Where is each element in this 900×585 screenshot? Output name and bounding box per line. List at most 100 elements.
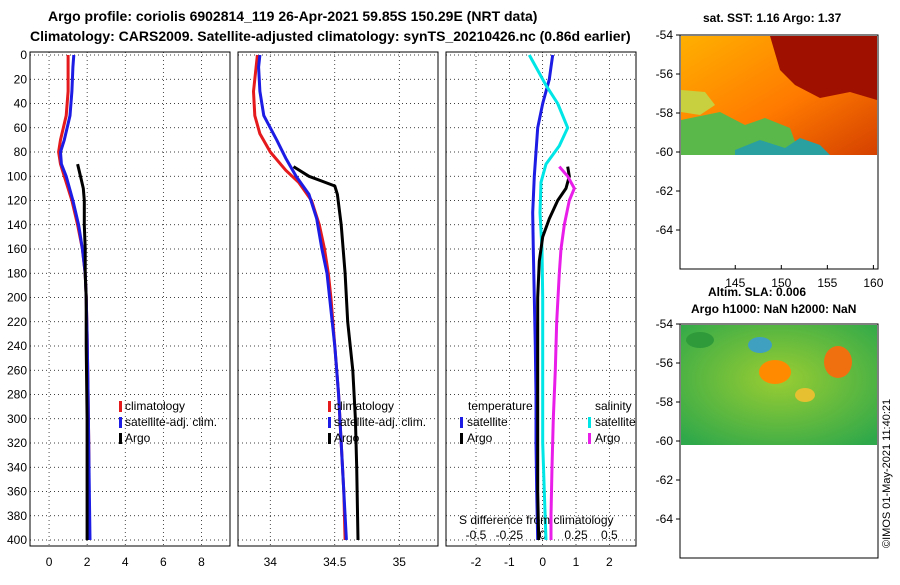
- legend-swatch-temp-satellite: [460, 417, 463, 428]
- imos-credit: ©IMOS 01-May-2021 11:40:21: [881, 399, 893, 548]
- depth-tick-label: 140: [7, 218, 27, 232]
- sst-map: sat. SST: 1.16 Argo: 1.37 -54 -56 -58 -60 -6…: [656, 11, 884, 290]
- s-diff-tick-label: 0.5: [601, 528, 618, 542]
- depth-tick-label: 120: [7, 194, 27, 208]
- lat-tick-label: -58: [656, 106, 674, 120]
- legend-heading-salinity: salinity: [595, 399, 632, 413]
- difference-legend: temperature satellite Argo salinity sate…: [460, 399, 636, 445]
- sla-low-2: [686, 332, 714, 348]
- s-diff-tick-label: -0.25: [496, 528, 524, 542]
- x-tick-label: 2: [84, 555, 91, 569]
- title-line-1: Argo profile: coriolis 6902814_119 26-Ap…: [48, 8, 537, 24]
- legend-label-temp-argo: Argo: [467, 431, 493, 445]
- legend-label-climatology: climatology: [125, 399, 185, 413]
- depth-tick-label: 180: [7, 266, 27, 280]
- sla-map-title-1: Altim. SLA: 0.006: [708, 285, 806, 299]
- depth-tick-label: 380: [7, 509, 27, 523]
- sla-low-1: [748, 337, 772, 353]
- temperature-panel: [29, 51, 231, 547]
- depth-tick-label: 360: [7, 485, 27, 499]
- sla-lat-axis: -54 -56 -58 -60 -62 -64: [656, 317, 680, 526]
- legend-swatch-argo: [119, 433, 122, 444]
- legend-label-climatology: climatology: [334, 399, 394, 413]
- legend-label-satellite-adj: satellite-adj. clim.: [334, 415, 426, 429]
- series-line-satellite-adj-clim-: [257, 54, 348, 541]
- title-line-2: Climatology: CARS2009. Satellite-adjuste…: [30, 28, 631, 44]
- s-diff-tick-label: 0.25: [564, 528, 588, 542]
- difference-panel: [445, 51, 637, 547]
- salinity-legend: climatology satellite-adj. clim. Argo: [328, 399, 426, 445]
- lat-tick-label: -58: [656, 395, 674, 409]
- lon-tick-label: 145: [725, 276, 745, 290]
- x-tick-label: 34: [264, 555, 278, 569]
- series-line-argo: [292, 165, 360, 541]
- sst-lon-axis: 145 150 155 160: [725, 265, 884, 290]
- s-diff-tick-label: 0: [539, 528, 546, 542]
- depth-tick-label: 160: [7, 242, 27, 256]
- depth-tick-label: 240: [7, 339, 27, 353]
- x-tick-label: -2: [471, 555, 482, 569]
- lat-tick-label: -56: [656, 356, 674, 370]
- sla-high-3: [795, 388, 815, 402]
- lat-tick-label: -62: [656, 184, 674, 198]
- x-tick-label: 8: [198, 555, 205, 569]
- x-tick-label: 34.5: [323, 555, 347, 569]
- lat-tick-label: -64: [656, 512, 674, 526]
- depth-tick-label: 200: [7, 291, 27, 305]
- legend-label-temp-satellite: satellite: [467, 415, 508, 429]
- depth-tick-label: 20: [14, 72, 28, 86]
- legend-swatch-sal-argo: [588, 433, 591, 444]
- x-tick-label: 2: [606, 555, 613, 569]
- legend-swatch-temp-argo: [460, 433, 463, 444]
- lat-tick-label: -54: [656, 28, 674, 42]
- lat-tick-label: -54: [656, 317, 674, 331]
- temperature-legend: climatology satellite-adj. clim. Argo: [119, 399, 217, 445]
- sla-map: Altim. SLA: 0.006 Argo h1000: NaN h2000:…: [656, 285, 879, 559]
- depth-tick-label: 80: [14, 145, 28, 159]
- lat-tick-label: -56: [656, 67, 674, 81]
- profile-plots: 0 2 4 6 8 34 34.5 35 -2 -1 0 1 2 -0.5 -0.25 0 0.25 0.5: [46, 52, 618, 569]
- lat-tick-label: -60: [656, 434, 674, 448]
- legend-swatch-satellite-adj: [119, 417, 122, 428]
- lon-tick-label: 155: [817, 276, 837, 290]
- x-tick-label: 1: [573, 555, 580, 569]
- depth-tick-label: 60: [14, 121, 28, 135]
- depth-tick-label: 340: [7, 460, 27, 474]
- legend-swatch-satellite-adj: [328, 417, 331, 428]
- series-line-salinity-satellite: [527, 54, 570, 541]
- series-line-temperature-argo: [536, 166, 571, 541]
- sla-high-2: [824, 346, 852, 378]
- legend-label-sal-argo: Argo: [595, 431, 621, 445]
- salinity-panel: [237, 51, 439, 547]
- depth-tick-label: 40: [14, 97, 28, 111]
- series-line-argo: [76, 163, 89, 540]
- lon-tick-label: 150: [771, 276, 791, 290]
- sst-lat-axis: -54 -56 -58 -60 -62 -64: [656, 28, 680, 237]
- sla-high-1: [759, 360, 791, 384]
- depth-tick-label: 0: [20, 48, 27, 62]
- legend-label-sal-satellite: satellite: [595, 415, 636, 429]
- depth-tick-label: 100: [7, 169, 27, 183]
- legend-label-argo: Argo: [125, 431, 151, 445]
- series-line-salinity-argo: [549, 165, 576, 540]
- depth-tick-label: 300: [7, 412, 27, 426]
- sst-colder-region: [735, 138, 830, 155]
- depth-tick-label: 400: [7, 533, 27, 547]
- x-tick-label: 35: [393, 555, 407, 569]
- sst-mid-region: [681, 90, 715, 115]
- s-diff-tick-label: -0.5: [466, 528, 487, 542]
- s-difference-label: S difference from climatology: [459, 513, 614, 527]
- sla-field: [681, 325, 877, 445]
- depth-tick-label: 260: [7, 363, 27, 377]
- legend-label-satellite-adj: satellite-adj. clim.: [125, 415, 217, 429]
- sla-map-title-2: Argo h1000: NaN h2000: NaN: [691, 302, 856, 316]
- legend-swatch-sal-satellite: [588, 417, 591, 428]
- legend-swatch-climatology: [328, 401, 331, 412]
- x-tick-label: 0: [46, 555, 53, 569]
- depth-tick-label: 320: [7, 436, 27, 450]
- lat-tick-label: -64: [656, 223, 674, 237]
- lat-tick-label: -60: [656, 145, 674, 159]
- sst-warm-region: [770, 36, 877, 100]
- legend-swatch-climatology: [119, 401, 122, 412]
